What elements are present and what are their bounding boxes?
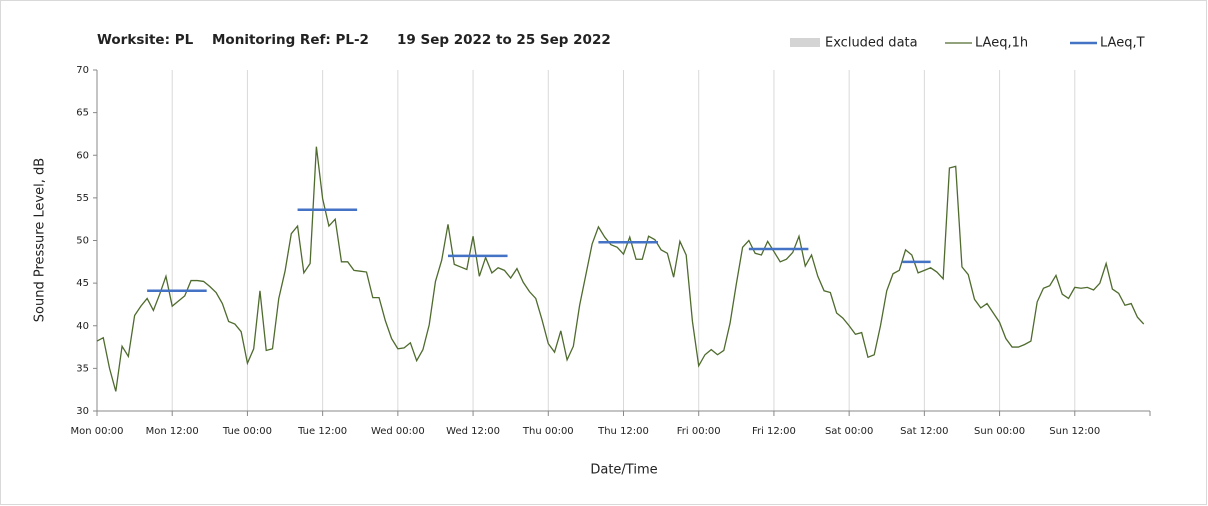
legend-label: LAeq,1h bbox=[975, 36, 1028, 51]
y-axis-label: Sound Pressure Level, dB bbox=[33, 158, 48, 322]
x-tick-label: Thu 00:00 bbox=[522, 426, 574, 437]
x-tick-label: Fri 12:00 bbox=[752, 426, 796, 437]
y-tick-label: 50 bbox=[76, 236, 89, 247]
legend-label: Excluded data bbox=[825, 36, 918, 51]
x-tick-label: Fri 00:00 bbox=[677, 426, 721, 437]
y-tick-label: 65 bbox=[76, 108, 89, 119]
x-tick-label: Thu 12:00 bbox=[597, 426, 649, 437]
y-tick-label: 35 bbox=[76, 363, 89, 374]
y-tick-label: 40 bbox=[76, 321, 89, 332]
y-tick-label: 45 bbox=[76, 278, 89, 289]
x-axis-label: Date/Time bbox=[590, 463, 657, 478]
x-tick-label: Sat 12:00 bbox=[900, 426, 948, 437]
legend-swatch-excluded bbox=[790, 38, 820, 47]
x-tick-label: Wed 00:00 bbox=[371, 426, 425, 437]
title-worksite: Worksite: PL bbox=[97, 32, 194, 48]
x-tick-label: Sun 12:00 bbox=[1049, 426, 1100, 437]
x-tick-label: Sat 00:00 bbox=[825, 426, 873, 437]
line-series bbox=[96, 146, 1145, 392]
x-tick-label: Tue 12:00 bbox=[297, 426, 347, 437]
x-tick-label: Mon 12:00 bbox=[146, 426, 199, 437]
legend-label: LAeq,T bbox=[1100, 36, 1145, 51]
title-dates: 19 Sep 2022 to 25 Sep 2022 bbox=[397, 32, 611, 48]
y-tick-label: 30 bbox=[76, 406, 89, 417]
x-tick-label: Wed 12:00 bbox=[446, 426, 500, 437]
y-tick-label: 70 bbox=[76, 65, 89, 76]
title-ref: Monitoring Ref: PL-2 bbox=[212, 32, 369, 48]
x-tick-label: Mon 00:00 bbox=[70, 426, 123, 437]
x-tick-label: Sun 00:00 bbox=[974, 426, 1025, 437]
y-tick-label: 60 bbox=[76, 150, 89, 161]
y-tick-label: 55 bbox=[76, 193, 89, 204]
x-tick-label: Tue 00:00 bbox=[222, 426, 272, 437]
